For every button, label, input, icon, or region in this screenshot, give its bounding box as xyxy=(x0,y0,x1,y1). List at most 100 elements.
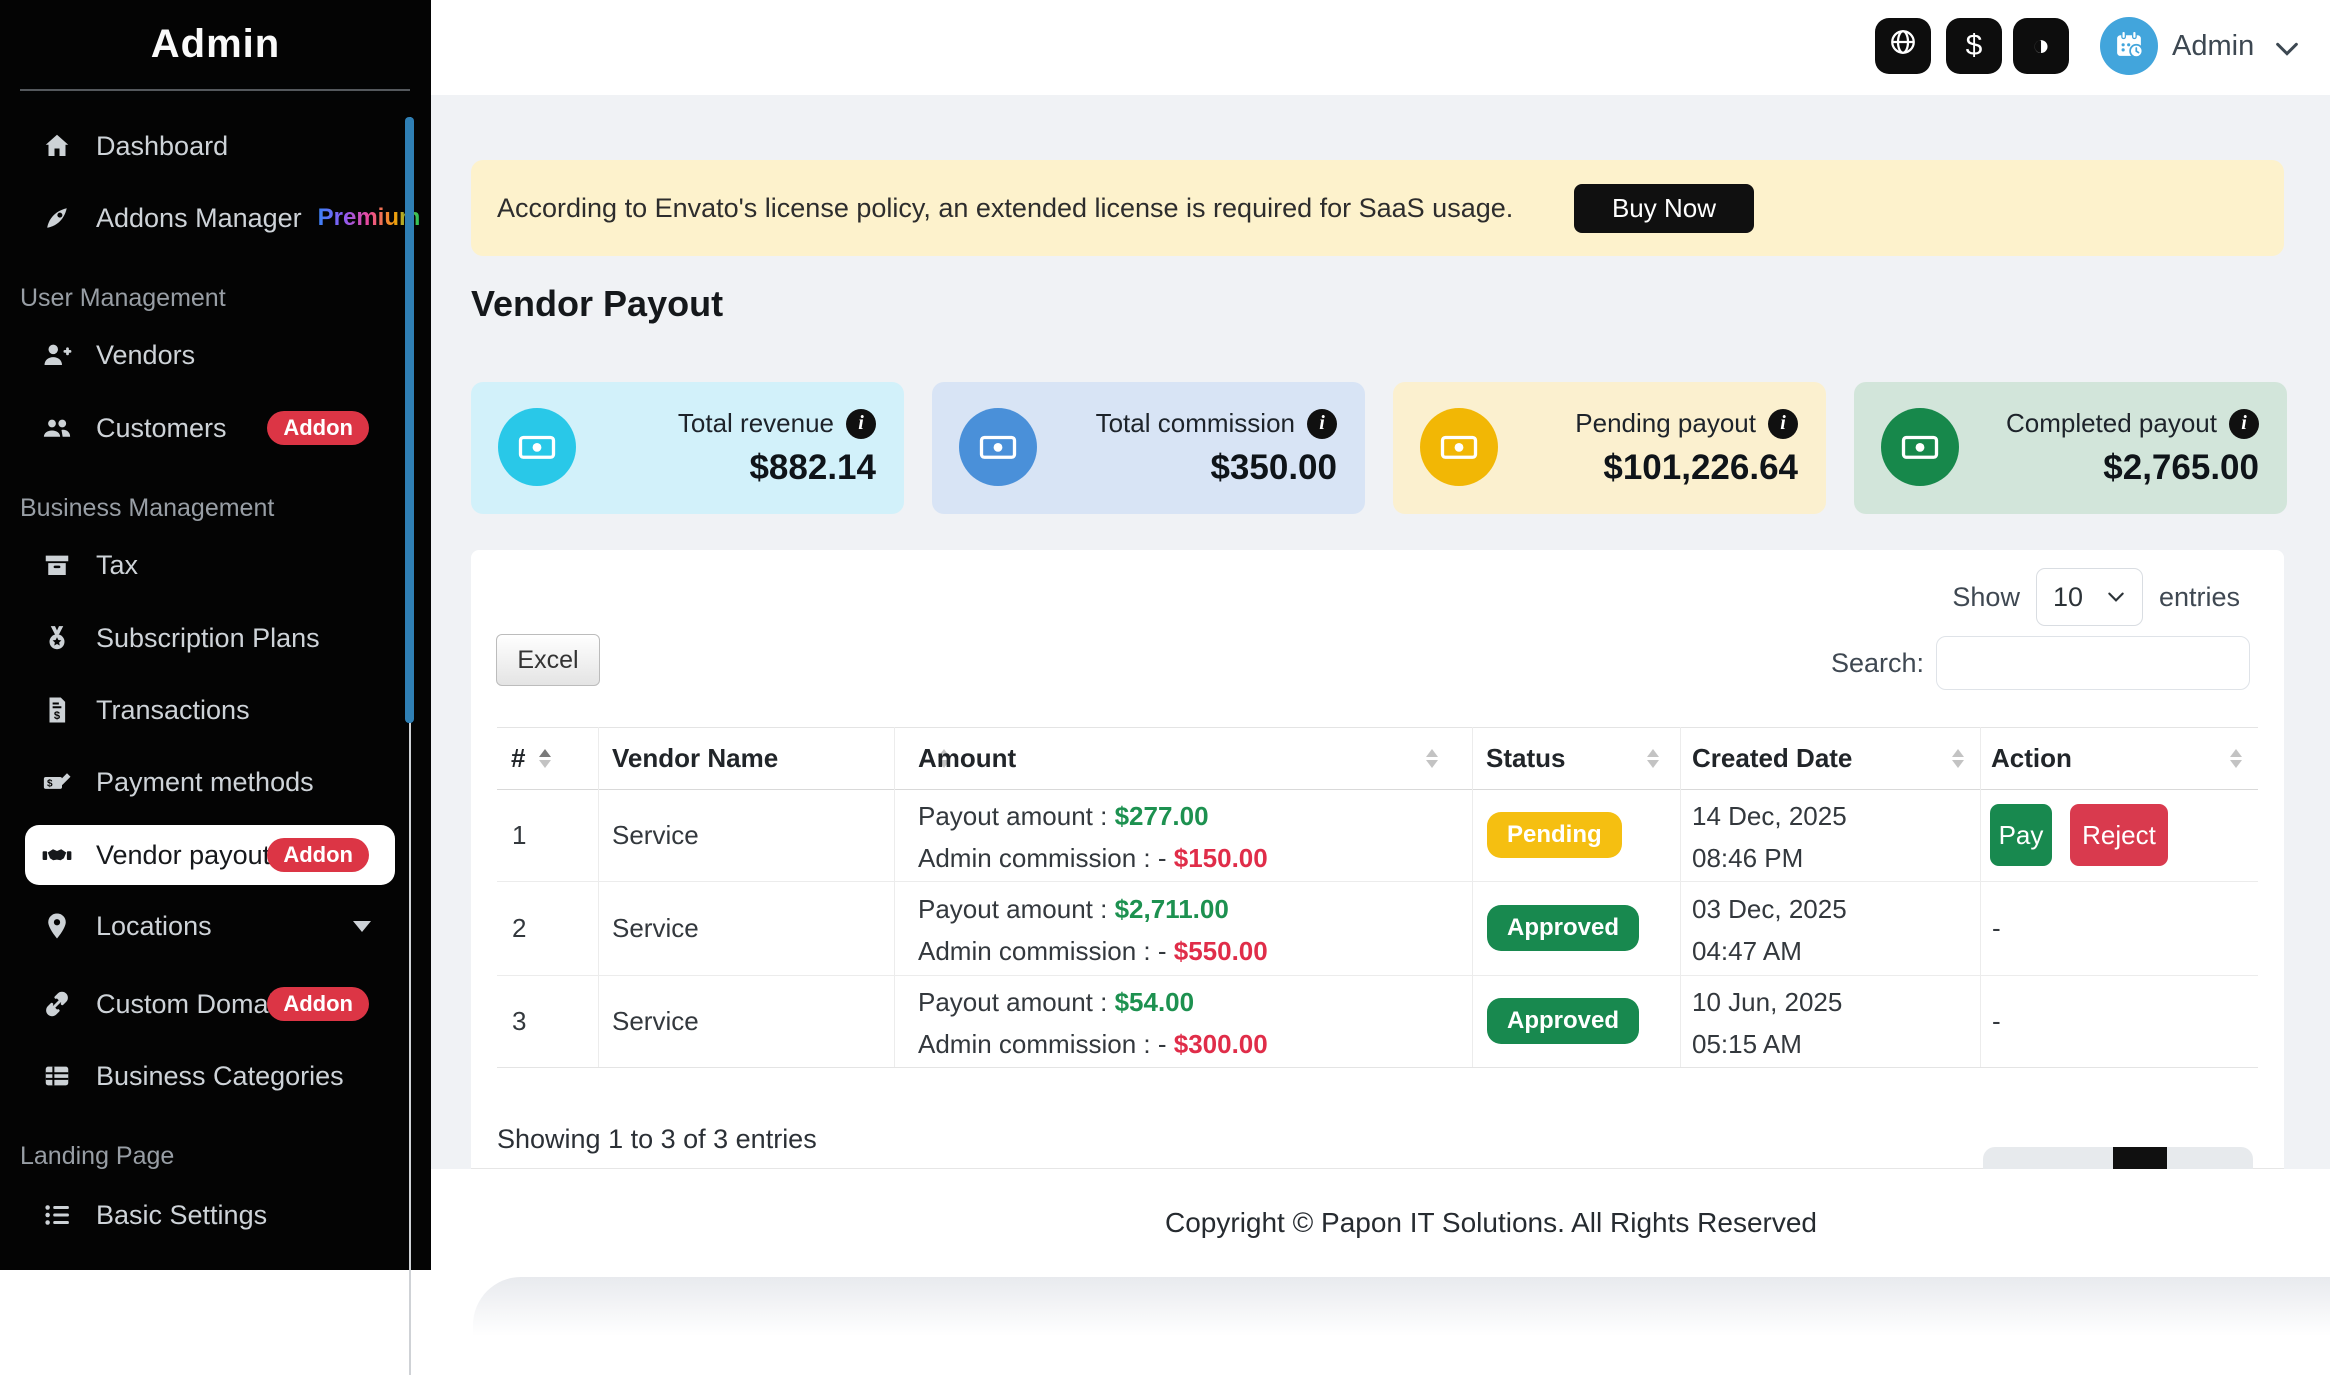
user-menu-label[interactable]: Admin xyxy=(2172,30,2255,62)
sidebar-item-customers[interactable]: Customers Addon xyxy=(0,398,431,458)
row-index: 3 xyxy=(512,1006,527,1036)
home-icon xyxy=(40,129,74,163)
payout-table-card: Show 10 entries Excel Search: # Vendor N… xyxy=(471,550,2284,1169)
stat-value: $882.14 xyxy=(749,448,876,487)
money-bill-icon xyxy=(1420,408,1498,486)
footer: Copyright © Papon IT Solutions. All Righ… xyxy=(431,1169,2330,1277)
addon-badge: Addon xyxy=(267,987,369,1021)
sidebar-item-locations[interactable]: Locations xyxy=(0,896,431,956)
chevron-down-icon xyxy=(2108,592,2124,602)
stat-card-total-commission: Total commission i $350.00 xyxy=(932,382,1365,514)
page-size-value: 10 xyxy=(2052,581,2083,612)
stat-card-total-revenue: Total revenue i $882.14 xyxy=(471,382,904,514)
column-divider xyxy=(894,727,895,1067)
buy-now-button[interactable]: Buy Now xyxy=(1574,184,1754,233)
page-size-select[interactable]: 10 xyxy=(2035,568,2143,626)
sidebar-item-label: Vendor payout xyxy=(96,839,271,870)
sidebar-item-label: Customers xyxy=(96,412,227,443)
commission-amount: $550.00 xyxy=(1173,936,1268,966)
sidebar-item-dashboard[interactable]: Dashboard xyxy=(0,116,431,176)
brand-title: Admin xyxy=(150,22,281,66)
sort-icon xyxy=(938,748,951,768)
sidebar-item-label: Addons Manager xyxy=(96,202,302,233)
sidebar-item-label: Business Categories xyxy=(96,1060,344,1091)
sidebar-section-user-management: User Management xyxy=(20,283,226,312)
sidebar-scrollbar-track[interactable] xyxy=(409,117,411,1375)
sidebar-item-label: Locations xyxy=(96,910,212,941)
sidebar-item-tax[interactable]: Tax xyxy=(0,535,431,595)
created-date-cell: 03 Dec, 2025 04:47 AM xyxy=(1692,888,1847,972)
stat-label: Total commission xyxy=(1095,408,1295,438)
column-header-action[interactable]: Action xyxy=(1991,727,2242,789)
table-list-icon xyxy=(40,1059,74,1093)
list-icon xyxy=(40,1198,74,1232)
page-size-control: Show 10 entries xyxy=(1952,568,2240,626)
column-header-amount[interactable]: Amount xyxy=(918,727,1439,789)
copyright-text: Copyright © Papon IT Solutions. All Righ… xyxy=(1165,1207,1817,1238)
info-icon[interactable]: i xyxy=(1307,408,1337,439)
rocket-icon xyxy=(40,201,74,235)
vendor-name: Service xyxy=(612,1006,699,1036)
reject-button[interactable]: Reject xyxy=(2070,804,2168,866)
sidebar-item-basic-settings[interactable]: Basic Settings xyxy=(0,1185,431,1245)
content-bottom-fade xyxy=(473,1277,2330,1343)
created-date-cell: 14 Dec, 2025 08:46 PM xyxy=(1692,795,1847,879)
handshake-icon xyxy=(40,838,74,872)
topbar: $ ◑ Admin xyxy=(431,0,2330,95)
column-header-index[interactable]: # xyxy=(511,727,552,789)
column-header-status[interactable]: Status xyxy=(1486,727,1660,789)
stat-card-completed-payout: Completed payout i $2,765.00 xyxy=(1854,382,2287,514)
sidebar-item-label: Basic Settings xyxy=(96,1199,268,1230)
table-summary: Showing 1 to 3 of 3 entries xyxy=(497,1124,817,1154)
column-divider xyxy=(598,727,599,1067)
sidebar-item-vendor-payout[interactable]: Vendor payout Addon xyxy=(0,825,431,885)
created-date: 10 Jun, 2025 xyxy=(1692,987,1843,1017)
column-divider xyxy=(1680,727,1681,1067)
language-button[interactable] xyxy=(1875,18,1931,74)
info-icon[interactable]: i xyxy=(2229,408,2259,439)
sidebar-item-custom-domains[interactable]: Custom Domains Addon xyxy=(0,974,431,1034)
sidebar-item-transactions[interactable]: $ Transactions xyxy=(0,680,431,740)
license-banner: According to Envato's license policy, an… xyxy=(471,160,2284,256)
sidebar-scrollbar-thumb[interactable] xyxy=(405,117,414,723)
status-badge: Approved xyxy=(1487,998,1640,1044)
column-header-vendor-name[interactable]: Vendor Name xyxy=(612,727,951,789)
contrast-icon: ◑ xyxy=(2031,29,2051,62)
excel-export-button[interactable]: Excel xyxy=(496,634,600,686)
table-border xyxy=(497,727,2258,728)
sort-icon xyxy=(539,748,552,768)
commission-amount: $300.00 xyxy=(1173,1029,1268,1059)
sort-icon xyxy=(2229,748,2242,768)
column-header-created-date[interactable]: Created Date xyxy=(1692,727,1965,789)
currency-button[interactable]: $ xyxy=(1946,18,2002,74)
row-index: 1 xyxy=(512,820,527,850)
info-icon[interactable]: i xyxy=(1768,408,1798,439)
user-avatar[interactable] xyxy=(2100,17,2158,75)
sidebar-item-label: Transactions xyxy=(96,694,250,725)
addon-badge: Addon xyxy=(267,411,369,445)
sidebar-item-subscription-plans[interactable]: Subscription Plans xyxy=(0,608,431,668)
table-border xyxy=(497,881,2258,882)
page-title: Vendor Payout xyxy=(471,283,724,324)
payout-amount: $2,711.00 xyxy=(1114,894,1229,924)
money-check-pen-icon: $ xyxy=(40,765,74,799)
search-input[interactable] xyxy=(1936,636,2250,690)
payout-amount: $277.00 xyxy=(1114,801,1209,831)
sidebar-item-addons-manager[interactable]: Addons Manager Premium xyxy=(0,188,431,248)
sidebar-item-label: Tax xyxy=(96,549,139,580)
globe-icon xyxy=(1888,27,1918,65)
svg-text:$: $ xyxy=(54,710,61,722)
money-bill-icon xyxy=(959,408,1037,486)
stat-label: Total revenue xyxy=(677,408,834,438)
search-control: Search: xyxy=(1831,636,2250,690)
pay-button[interactable]: Pay xyxy=(1990,804,2052,866)
sidebar-item-label: Vendors xyxy=(96,339,196,370)
money-bill-icon xyxy=(1881,408,1959,486)
sidebar-item-vendors[interactable]: Vendors xyxy=(0,325,431,385)
amount-cell: Payout amount : $277.00 Admin commission… xyxy=(918,801,1268,873)
info-icon[interactable]: i xyxy=(846,408,876,439)
sidebar-item-payment-methods[interactable]: $ Payment methods xyxy=(0,752,431,812)
theme-toggle-button[interactable]: ◑ xyxy=(2013,18,2069,74)
stat-label: Pending payout xyxy=(1575,408,1756,438)
sidebar-item-business-categories[interactable]: Business Categories xyxy=(0,1046,431,1106)
